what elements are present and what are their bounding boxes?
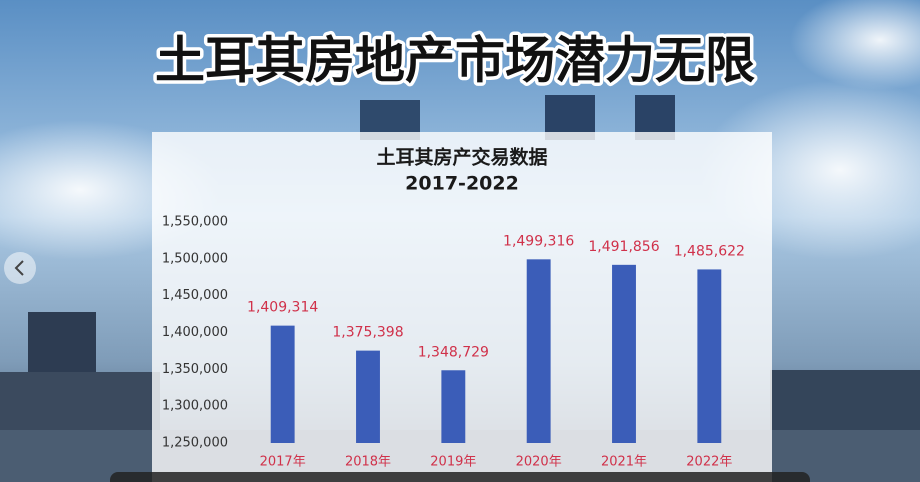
headline: 土耳其房地产市场潜力无限 xyxy=(155,32,755,90)
chart-title: 土耳其房产交易数据 xyxy=(376,146,547,169)
bar xyxy=(526,259,551,443)
y-tick-label: 1,350,000 xyxy=(162,362,228,377)
y-tick-label: 1,300,000 xyxy=(162,399,228,414)
y-tick-label: 1,450,000 xyxy=(162,288,228,303)
value-label: 1,491,856 xyxy=(588,239,659,255)
x-tick-label: 2019年 xyxy=(430,455,476,470)
bar xyxy=(697,269,722,443)
value-label: 1,485,622 xyxy=(674,243,745,259)
x-tick-label: 2017年 xyxy=(260,455,306,470)
y-tick-label: 1,500,000 xyxy=(162,251,228,266)
cloud xyxy=(790,0,920,90)
value-label: 1,375,398 xyxy=(332,325,403,341)
y-tick-label: 1,550,000 xyxy=(162,215,228,230)
value-label: 1,409,314 xyxy=(247,300,318,316)
control-bar xyxy=(110,472,810,482)
bar xyxy=(441,370,466,443)
nav-button[interactable] xyxy=(4,252,36,284)
bar xyxy=(356,350,380,443)
nav-arrow xyxy=(14,260,24,276)
building xyxy=(0,372,160,432)
y-tick-label: 1,400,000 xyxy=(162,325,228,340)
chart-subtitle: 2017-2022 xyxy=(405,173,519,195)
x-tick-label: 2021年 xyxy=(601,455,647,470)
value-label: 1,348,729 xyxy=(418,344,489,360)
x-tick-label: 2018年 xyxy=(345,455,391,470)
y-tick-label: 1,250,000 xyxy=(162,436,228,451)
x-tick-label: 2022年 xyxy=(686,455,732,470)
x-tick-label: 2020年 xyxy=(516,455,562,470)
building xyxy=(770,370,920,430)
bar xyxy=(612,264,636,443)
value-label: 1,499,316 xyxy=(503,233,574,249)
bar xyxy=(270,325,295,443)
